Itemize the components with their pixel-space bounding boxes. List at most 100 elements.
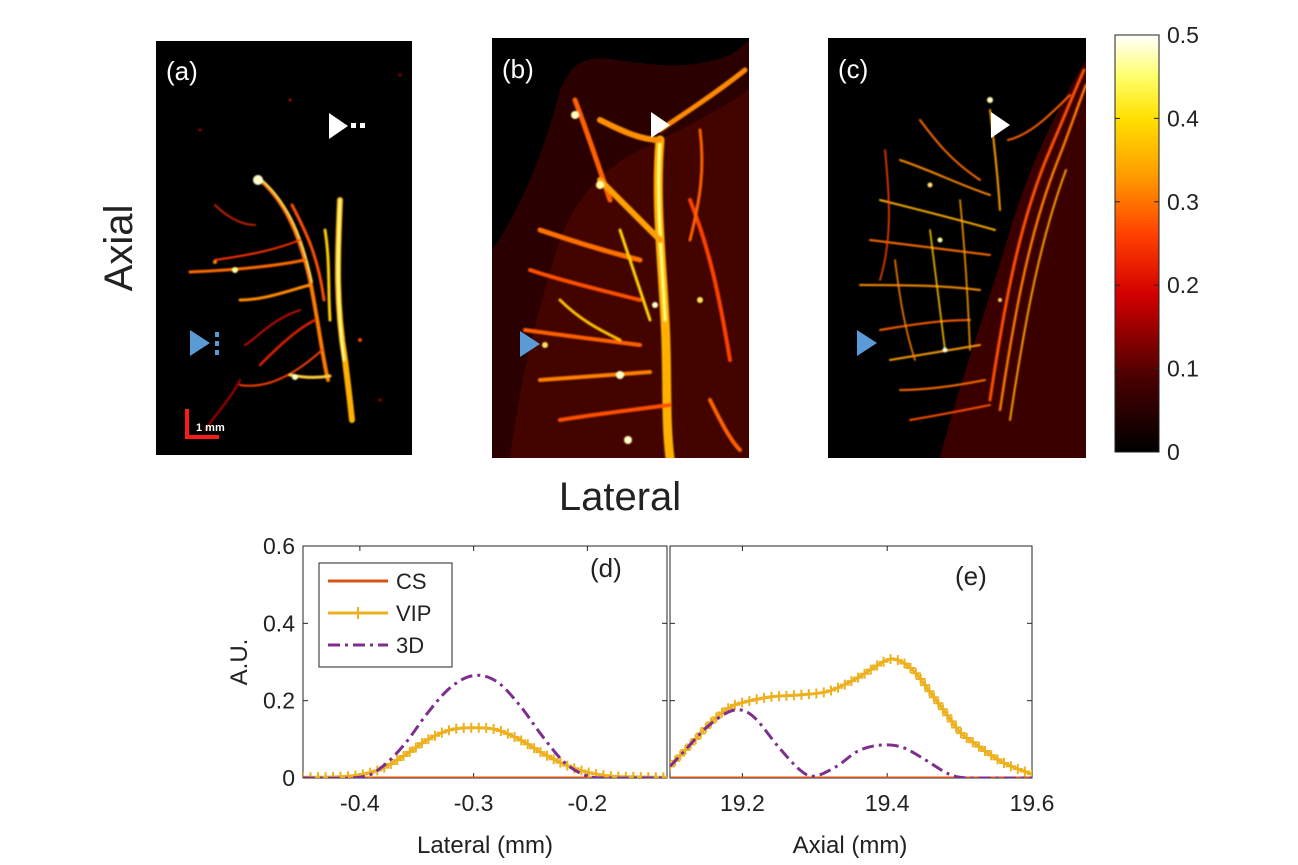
series-vip-marker	[1012, 763, 1023, 774]
series-vip-marker	[516, 735, 527, 746]
series-vip-marker	[839, 679, 850, 690]
blue-arrow-dash-a-1	[215, 332, 219, 337]
series-vip-marker	[751, 694, 762, 705]
panel-label-b: (b)	[502, 54, 534, 84]
axial-label: Axial	[97, 205, 141, 292]
series-vip-marker	[846, 676, 857, 687]
series-vip-marker	[548, 754, 559, 765]
series-vip-marker	[915, 674, 926, 685]
series-vip-marker	[946, 716, 957, 727]
chart-e-ticks: 19.2 19.4 19.6	[670, 545, 1055, 816]
white-arrow-c	[991, 112, 1010, 138]
series-vip-marker	[1019, 766, 1030, 777]
chart-e-panel-label: (e)	[955, 561, 987, 591]
colorbar-tick-label: 0.5	[1167, 22, 1199, 48]
legend-box	[318, 562, 453, 668]
series-vip-marker	[899, 658, 910, 669]
legend-label-vip: VIP	[396, 601, 431, 626]
series-vip-marker	[920, 680, 931, 691]
series-vip-marker	[488, 724, 499, 735]
series-vip-marker	[350, 770, 361, 778]
series-3d-line	[670, 708, 1032, 778]
image-panel-c: (c)	[828, 38, 1086, 458]
x-tick-label: 19.6	[1010, 790, 1055, 816]
vessel-network-a	[188, 73, 402, 431]
line-chart-d: -0.4 -0.3 -0.200.20.40.6 (d) Lateral (mm) …	[226, 533, 668, 859]
blue-arrow-dash-a-2	[215, 341, 219, 346]
x-tick-label: 19.2	[720, 790, 765, 816]
legend-items: CS VIP 3D	[328, 569, 431, 658]
series-vip-marker	[542, 750, 553, 761]
series-vip-marker	[961, 732, 972, 743]
panel-label-a: (a)	[166, 56, 198, 86]
x-tick-label: 19.4	[865, 790, 910, 816]
vessel-network-c	[859, 68, 1086, 421]
series-vip-marker	[986, 750, 997, 761]
series-vip-marker	[365, 767, 376, 778]
series-vip-marker	[973, 741, 984, 752]
series-vip-marker	[759, 692, 770, 703]
series-vip-marker	[942, 710, 953, 721]
panel-label-c: (c)	[838, 54, 868, 84]
x-tick-label: -0.2	[568, 790, 608, 816]
chart-d-xlabel: Lateral (mm)	[417, 832, 553, 859]
series-vip-marker	[423, 734, 434, 745]
series-vip-marker	[980, 746, 991, 757]
series-vip-marker	[826, 685, 837, 696]
series-vip-marker	[811, 688, 822, 699]
image-panel-a: (a) 1 mm	[156, 41, 412, 455]
series-vip-marker	[416, 738, 427, 749]
blue-arrow-b	[520, 331, 540, 357]
y-tick-label: 0.4	[263, 610, 295, 636]
series-vip-marker	[436, 727, 447, 738]
chart-d-ylabel: A.U.	[226, 639, 253, 686]
series-vip-marker	[398, 751, 409, 761]
scale-bar-label: 1 mm	[196, 422, 225, 434]
series-vip-marker	[695, 728, 706, 739]
vessel-network-b	[523, 67, 748, 458]
series-vip-marker	[951, 722, 962, 733]
series-vip-marker	[690, 734, 701, 745]
chart-d-series	[303, 673, 667, 778]
series-vip-marker	[495, 726, 506, 737]
series-vip-marker	[429, 730, 440, 741]
colorbar-gradient	[1114, 34, 1160, 453]
series-vip-marker	[535, 747, 546, 758]
series-vip-marker	[583, 767, 594, 778]
y-tick-label: 0.2	[263, 688, 295, 714]
x-tick-label: -0.3	[454, 790, 494, 816]
line-chart-e: 19.2 19.4 19.6 (e) Axial (mm)	[669, 545, 1055, 859]
series-vip-marker	[892, 655, 903, 666]
series-vip-marker	[956, 728, 967, 739]
blue-arrow-a	[190, 330, 210, 356]
series-vip-marker	[999, 758, 1010, 769]
chart-e-frame	[669, 545, 1033, 779]
chart-legend: CS VIP 3D	[318, 562, 453, 668]
chart-d-ticks: -0.4 -0.3 -0.2 0 0.2 0.4 0.6	[263, 533, 667, 816]
series-vip-marker	[859, 668, 870, 679]
series-vip-marker	[992, 754, 1003, 765]
chart-e-series	[670, 654, 1032, 778]
legend-vip-marker	[352, 607, 364, 619]
series-vip-marker	[1005, 761, 1016, 772]
series-vip-marker	[924, 686, 935, 697]
series-vip-marker	[937, 704, 948, 715]
series-vip-marker	[680, 744, 691, 755]
series-vip-marker	[522, 739, 533, 750]
series-vip-marker	[878, 656, 889, 667]
colorbar-ticks: 0 0.1 0.2 0.3 0.4 0.5	[1115, 22, 1199, 465]
legend-label-cs: CS	[396, 569, 427, 594]
series-vip-marker	[910, 668, 921, 679]
image-panel-b: (b)	[492, 38, 749, 458]
series-vip-marker	[410, 742, 421, 753]
series-vip-marker	[670, 761, 675, 772]
series-vip-marker	[872, 660, 883, 671]
series-vip-marker	[833, 682, 844, 693]
chart-e-xlabel: Axial (mm)	[793, 832, 908, 859]
lateral-label: Lateral	[559, 475, 681, 519]
chart-d-panel-label: (d)	[590, 553, 622, 583]
colorbar-tick-label: 0	[1167, 439, 1180, 465]
colorbar-tick-label: 0.4	[1167, 105, 1199, 131]
series-vip-marker	[865, 664, 876, 675]
series-3d-line	[303, 673, 667, 778]
